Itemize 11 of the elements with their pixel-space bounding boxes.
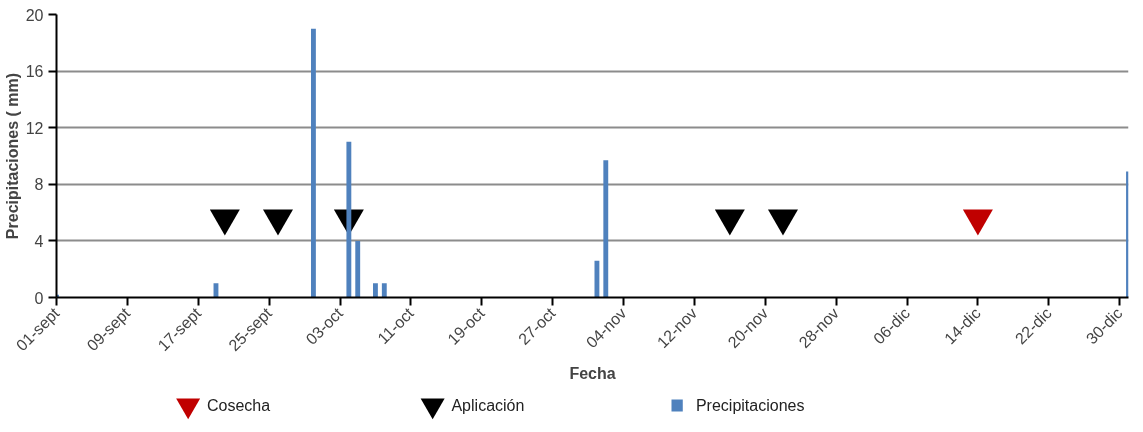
y-tick-label: 0 (34, 289, 44, 307)
y-tick-label: 4 (34, 232, 44, 250)
y-axis-title: Precipitaciones ( mm) (3, 72, 21, 240)
legend-label: Aplicación (451, 397, 525, 414)
legend-label: Cosecha (206, 397, 271, 414)
x-axis-title: Fecha (569, 365, 616, 383)
y-tick-label: 20 (25, 6, 44, 24)
y-tick-label: 8 (34, 176, 44, 194)
legend-label: Precipitaciones (695, 397, 805, 414)
y-tick-label: 12 (25, 119, 44, 137)
y-tick-label: 16 (25, 63, 44, 81)
